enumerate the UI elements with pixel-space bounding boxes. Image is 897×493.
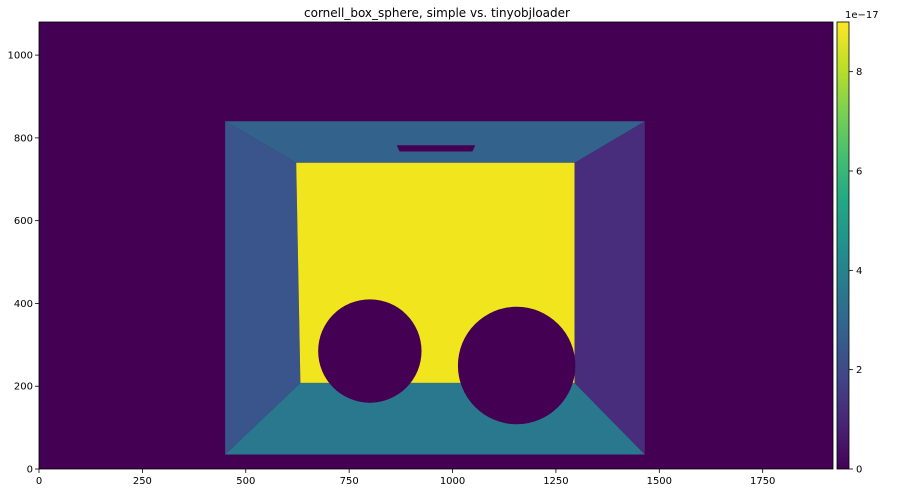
colorbar-tick-label: 6: [856, 167, 862, 178]
region-ceiling-light: [396, 145, 476, 152]
plot-frame: [38, 21, 834, 470]
x-tick-label: 250: [133, 476, 152, 487]
x-axis: 0 250 500 750 1000 1250 1500 1750: [36, 469, 775, 487]
region-right-sphere: [457, 306, 576, 425]
x-tick-label: 1750: [750, 476, 775, 487]
y-tick-label: 200: [14, 382, 33, 393]
y-tick-label: 0: [27, 465, 33, 476]
y-tick-label: 1000: [8, 51, 33, 62]
x-tick-label: 750: [340, 476, 359, 487]
y-axis: 0 200 400 600 800 1000: [8, 51, 39, 476]
x-tick-label: 1250: [543, 476, 568, 487]
colorbar-gradient: [836, 21, 850, 470]
y-tick-label: 400: [14, 299, 33, 310]
colorbar-tick-label: 0: [856, 465, 862, 476]
region-right-wall: [574, 121, 645, 455]
x-tick-label: 500: [236, 476, 255, 487]
y-tick-label: 600: [14, 216, 33, 227]
heatmap-image: [38, 21, 834, 470]
y-tick-label: 800: [14, 133, 33, 144]
region-ceiling: [225, 121, 645, 163]
region-left-wall: [225, 121, 301, 455]
colorbar-tick-label: 4: [856, 266, 862, 277]
x-tick-label: 1000: [440, 476, 465, 487]
colorbar-offset-text: 1e−17: [845, 10, 879, 21]
colorbar-tick-label: 2: [856, 365, 862, 376]
x-tick-label: 0: [36, 476, 42, 487]
colorbar-tick-label: 8: [856, 67, 862, 78]
chart-title: cornell_box_sphere, simple vs. tinyobjlo…: [304, 6, 570, 20]
x-tick-label: 1500: [647, 476, 672, 487]
region-left-sphere: [318, 299, 422, 403]
colorbar: 0 2 4 6 8 1e−17: [836, 10, 879, 476]
